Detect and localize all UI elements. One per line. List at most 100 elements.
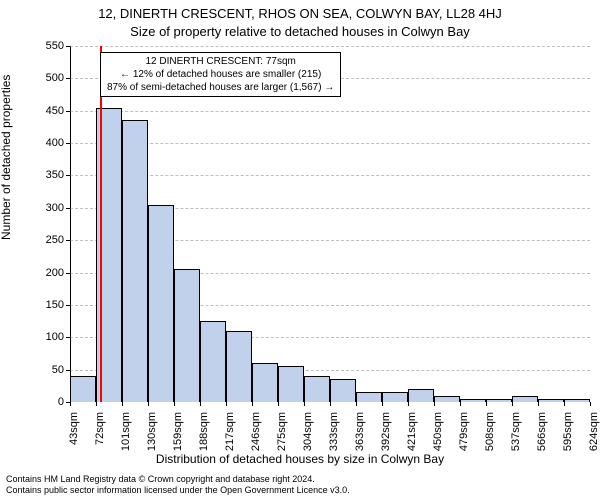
histogram-bar: [330, 379, 356, 402]
histogram-bar: [538, 399, 564, 402]
histogram-bar: [200, 321, 226, 402]
x-tick-mark: [96, 402, 97, 406]
x-tick-mark: [460, 402, 461, 406]
gridline: [70, 143, 590, 144]
annotation-line2: ← 12% of detached houses are smaller (21…: [107, 68, 334, 81]
y-tick-mark: [66, 208, 70, 209]
histogram-bar: [434, 396, 460, 402]
histogram-bar: [252, 363, 278, 402]
x-tick-label: 304sqm: [302, 412, 314, 451]
x-tick-label: 450sqm: [432, 412, 444, 451]
x-tick-mark: [304, 402, 305, 406]
histogram-bar: [122, 120, 148, 402]
y-tick-label: 50: [0, 364, 64, 376]
property-marker-line: [100, 46, 102, 402]
annotation-box: 12 DINERTH CRESCENT: 77sqm ← 12% of deta…: [100, 52, 341, 97]
histogram-bar: [564, 399, 590, 402]
histogram-bar: [486, 399, 512, 402]
x-tick-label: 566sqm: [536, 412, 548, 451]
histogram-bar: [408, 389, 434, 402]
y-tick-label: 450: [0, 105, 64, 117]
gridline: [70, 175, 590, 176]
x-axis-label: Distribution of detached houses by size …: [0, 452, 600, 466]
x-tick-mark: [356, 402, 357, 406]
x-tick-label: 392sqm: [380, 412, 392, 451]
footnote-line1: Contains HM Land Registry data © Crown c…: [6, 474, 350, 485]
histogram-bar: [460, 399, 486, 402]
x-tick-mark: [70, 402, 71, 406]
y-tick-label: 500: [0, 72, 64, 84]
x-tick-label: 537sqm: [510, 412, 522, 451]
histogram-bar: [512, 396, 538, 402]
y-tick-label: 100: [0, 331, 64, 343]
footnote: Contains HM Land Registry data © Crown c…: [6, 474, 350, 496]
gridline: [70, 111, 590, 112]
x-tick-label: 508sqm: [484, 412, 496, 451]
page-root: 12, DINERTH CRESCENT, RHOS ON SEA, COLWY…: [0, 0, 600, 500]
histogram-bar: [226, 331, 252, 402]
x-tick-mark: [278, 402, 279, 406]
x-tick-mark: [590, 402, 591, 406]
histogram-bar: [174, 269, 200, 402]
x-tick-label: 246sqm: [250, 412, 262, 451]
x-tick-mark: [486, 402, 487, 406]
y-tick-mark: [66, 273, 70, 274]
x-tick-label: 363sqm: [354, 412, 366, 451]
x-tick-mark: [200, 402, 201, 406]
x-tick-label: 101sqm: [120, 412, 132, 451]
y-tick-mark: [66, 143, 70, 144]
histogram-bar: [278, 366, 304, 402]
histogram-bar: [70, 376, 96, 402]
x-tick-mark: [434, 402, 435, 406]
histogram-bar: [382, 392, 408, 402]
histogram-bar: [304, 376, 330, 402]
y-tick-mark: [66, 370, 70, 371]
y-tick-label: 350: [0, 169, 64, 181]
y-axis-label: Number of detached properties: [0, 75, 13, 240]
chart-plot-area: 43sqm72sqm101sqm130sqm159sqm188sqm217sqm…: [70, 46, 590, 402]
y-tick-label: 200: [0, 267, 64, 279]
x-tick-mark: [226, 402, 227, 406]
y-tick-mark: [66, 78, 70, 79]
x-tick-mark: [408, 402, 409, 406]
page-title-line2: Size of property relative to detached ho…: [0, 24, 600, 39]
x-tick-label: 188sqm: [198, 412, 210, 451]
page-title-line1: 12, DINERTH CRESCENT, RHOS ON SEA, COLWY…: [0, 6, 600, 21]
y-tick-label: 250: [0, 234, 64, 246]
y-tick-label: 550: [0, 40, 64, 52]
x-tick-mark: [330, 402, 331, 406]
gridline: [70, 46, 590, 47]
footnote-line2: Contains public sector information licen…: [6, 485, 350, 496]
y-tick-label: 400: [0, 137, 64, 149]
x-tick-mark: [174, 402, 175, 406]
x-tick-label: 595sqm: [562, 412, 574, 451]
y-tick-mark: [66, 337, 70, 338]
x-tick-mark: [564, 402, 565, 406]
x-tick-mark: [252, 402, 253, 406]
histogram-bar: [148, 205, 174, 402]
y-tick-label: 300: [0, 202, 64, 214]
y-tick-label: 150: [0, 299, 64, 311]
x-tick-label: 421sqm: [406, 412, 418, 451]
x-tick-mark: [382, 402, 383, 406]
x-tick-label: 72sqm: [94, 412, 106, 445]
y-tick-mark: [66, 111, 70, 112]
y-tick-mark: [66, 305, 70, 306]
histogram-bar: [356, 392, 382, 402]
y-tick-label: 0: [0, 396, 64, 408]
y-tick-mark: [66, 46, 70, 47]
annotation-line1: 12 DINERTH CRESCENT: 77sqm: [107, 55, 334, 68]
y-tick-mark: [66, 240, 70, 241]
x-tick-mark: [538, 402, 539, 406]
x-tick-label: 43sqm: [68, 412, 80, 445]
x-tick-label: 333sqm: [328, 412, 340, 451]
x-tick-label: 217sqm: [224, 412, 236, 451]
x-tick-mark: [512, 402, 513, 406]
y-tick-mark: [66, 175, 70, 176]
x-tick-label: 159sqm: [172, 412, 184, 451]
x-tick-label: 479sqm: [458, 412, 470, 451]
x-tick-mark: [148, 402, 149, 406]
x-tick-label: 624sqm: [588, 412, 600, 451]
annotation-line3: 87% of semi-detached houses are larger (…: [107, 81, 334, 94]
x-tick-mark: [122, 402, 123, 406]
